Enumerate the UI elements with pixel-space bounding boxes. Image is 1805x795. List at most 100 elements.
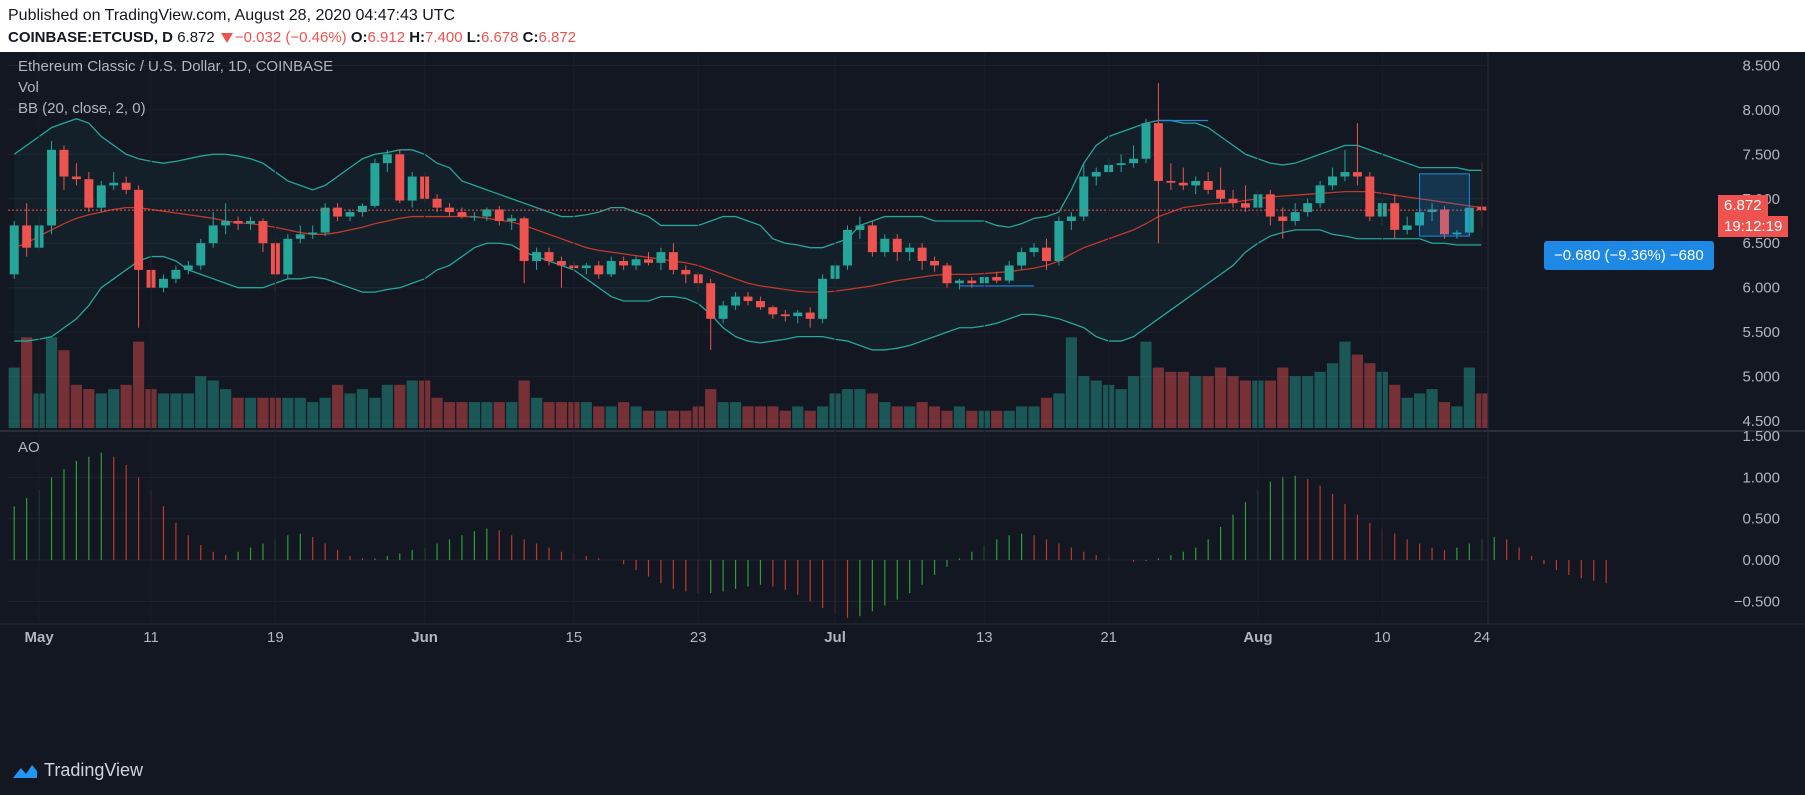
ao-tick-label: 0.000 (1742, 552, 1780, 569)
candle-body (233, 220, 243, 224)
last-price-tag: 6.872 (1718, 195, 1768, 216)
high-value: 7.400 (425, 29, 463, 46)
candle-body (134, 189, 144, 270)
chart-area[interactable]: 8.5008.0007.5007.0006.5006.0005.5005.000… (0, 52, 1805, 752)
volume-bar (381, 384, 393, 428)
candle-body (1390, 203, 1400, 230)
candle-body (1228, 198, 1238, 204)
volume-bar (394, 384, 406, 428)
candle-body (1427, 209, 1437, 213)
volume-bar (593, 406, 605, 428)
volume-bar (1389, 384, 1401, 428)
volume-bar (331, 384, 344, 428)
price-tick-label: 8.500 (1742, 57, 1780, 74)
candle-body (59, 149, 69, 177)
vol-label: Vol (18, 79, 39, 96)
price-tick-label: 6.000 (1742, 280, 1780, 297)
tradingview-logo-icon (13, 764, 37, 778)
ao-label: AO (18, 439, 40, 456)
volume-bar (232, 397, 244, 428)
candle-body (1265, 194, 1275, 217)
volume-bar (1401, 397, 1413, 428)
candle-body (1129, 158, 1139, 164)
candle-body (1328, 176, 1338, 186)
candle-body (880, 238, 890, 253)
volume-bar (655, 410, 667, 428)
volume-bar (1227, 376, 1239, 428)
volume-bar (717, 402, 729, 428)
candle-body (1402, 225, 1412, 230)
volume-bar (618, 402, 630, 428)
candle-body (942, 265, 952, 284)
last-price: 6.872 (177, 29, 215, 46)
candle-body (469, 216, 479, 218)
ao-tick-label: 1.500 (1742, 428, 1780, 445)
time-tick-label: Aug (1243, 629, 1272, 646)
candle-body (1340, 172, 1350, 177)
candle-body (457, 212, 467, 217)
volume-bar (1115, 389, 1127, 428)
price-chart[interactable]: 8.5008.0007.5007.0006.5006.0005.5005.000… (0, 52, 1805, 750)
candle-body (1352, 172, 1362, 177)
candle-body (867, 225, 877, 253)
volume-bar (742, 406, 754, 428)
low-label: L: (466, 29, 481, 46)
volume-bar (904, 406, 916, 428)
candle-body (668, 252, 678, 270)
candle-body (1042, 247, 1051, 262)
published-text: Published on TradingView.com, August 28,… (8, 7, 456, 24)
volume-bar (319, 397, 331, 428)
price-tick-label: 4.500 (1742, 413, 1780, 430)
volume-bar (891, 406, 903, 428)
ao-tick-label: −0.500 (1734, 593, 1780, 610)
candle-body (507, 218, 517, 221)
countdown-tag: 19:12:19 (1718, 216, 1789, 237)
candle-body (295, 234, 305, 239)
volume-bar (817, 406, 829, 428)
volume-bar (506, 402, 518, 428)
candle-body (333, 207, 343, 217)
candle-body (84, 179, 94, 208)
volume-bar (530, 397, 543, 428)
candle-body (1153, 123, 1163, 181)
volume-bar (294, 397, 306, 428)
candle-body (1365, 176, 1375, 217)
volume-bar (282, 397, 294, 428)
volume-bar (866, 393, 878, 428)
volume-bar (170, 393, 182, 428)
candle-body (768, 307, 778, 315)
price-tick-label: 5.000 (1742, 369, 1780, 386)
candle-body (731, 296, 741, 306)
time-tick-label: 24 (1473, 629, 1490, 646)
candle-body (96, 185, 106, 208)
candle-body (930, 261, 940, 266)
candle-body (793, 312, 803, 317)
candle-body (581, 265, 591, 269)
candle-body (718, 305, 728, 319)
volume-bar (1165, 371, 1177, 428)
volume-bar (729, 402, 742, 428)
volume-bar (779, 410, 791, 428)
candle-body (9, 225, 19, 275)
volume-bar (468, 402, 480, 428)
volume-bar (754, 406, 767, 428)
volume-bar (1090, 380, 1102, 428)
change-value: −0.032 (−0.46%) (234, 29, 347, 46)
candle-body (1203, 180, 1213, 190)
volume-bar (1314, 371, 1326, 428)
volume-bar (8, 367, 20, 428)
volume-bar (991, 410, 1003, 428)
candle-body (644, 259, 653, 263)
volume-bar (406, 380, 418, 428)
volume-bar (1364, 363, 1376, 428)
tradingview-logo[interactable]: TradingView (12, 760, 143, 781)
volume-bar (1438, 402, 1451, 428)
open-value: 6.912 (367, 29, 406, 46)
volume-bar (1078, 376, 1090, 428)
measure-label: −0.680 (−9.36%) −680 (1544, 241, 1714, 270)
volume-bar (928, 406, 941, 428)
candle-body (370, 163, 380, 206)
candle-body (805, 312, 815, 319)
volume-bar (1016, 406, 1028, 428)
volume-bar (792, 406, 804, 428)
